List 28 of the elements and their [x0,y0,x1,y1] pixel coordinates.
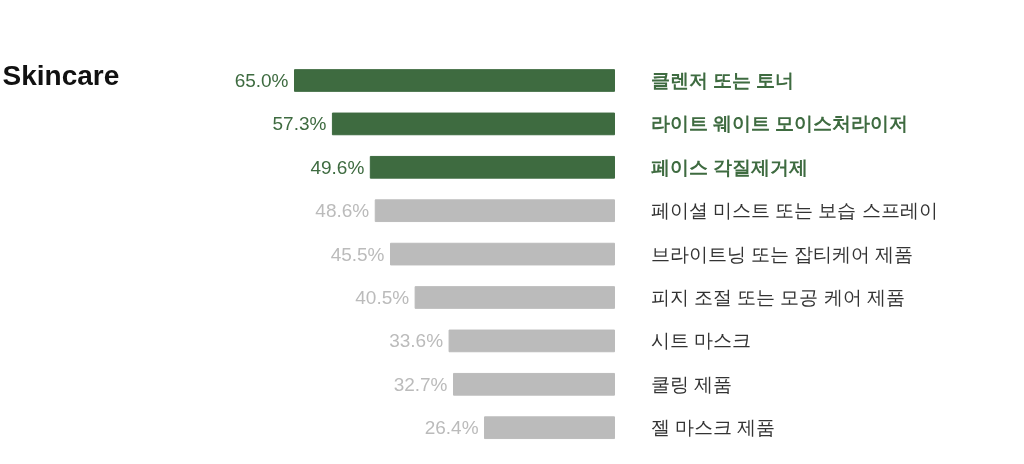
bar [294,69,615,92]
data-label: 57.3% [272,113,327,135]
y-tick-label: 젤 마스크 제품 [650,417,776,439]
data-label: 32.7% [393,373,448,395]
bar [369,155,615,179]
data-label: 33.6% [389,330,444,352]
y-tick-label: 페이스 각질제거제 [650,156,808,178]
y-tick-label: 라이트 웨이트 모이스처라이저 [650,113,909,135]
bar [453,372,615,396]
data-label: 26.4% [424,417,479,439]
bar [390,242,615,266]
text: Skincare [2,60,120,91]
y-tick-label: 피지 조절 또는 모공 케어 제품 [650,287,905,308]
data-label: 48.6% [315,200,370,222]
data-label: 49.6% [310,156,365,178]
y-tick-label: 브라이트닝 또는 잡티케어 제품 [650,243,914,265]
data-label: 40.5% [355,287,410,308]
bar [414,286,615,309]
y-tick-label: 페이셜 미스트 또는 보습 스프레이 [650,200,938,222]
y-tick-label: 쿨링 제품 [650,373,732,395]
data-label: 65.0% [234,70,289,91]
y-tick-label: 시트 마스크 [650,330,751,352]
bar [484,416,615,440]
bar [374,199,615,223]
bar [448,329,615,353]
y-tick-label: 클렌저 또는 토너 [650,70,795,91]
bar [331,112,615,136]
data-label: 45.5% [330,243,385,265]
